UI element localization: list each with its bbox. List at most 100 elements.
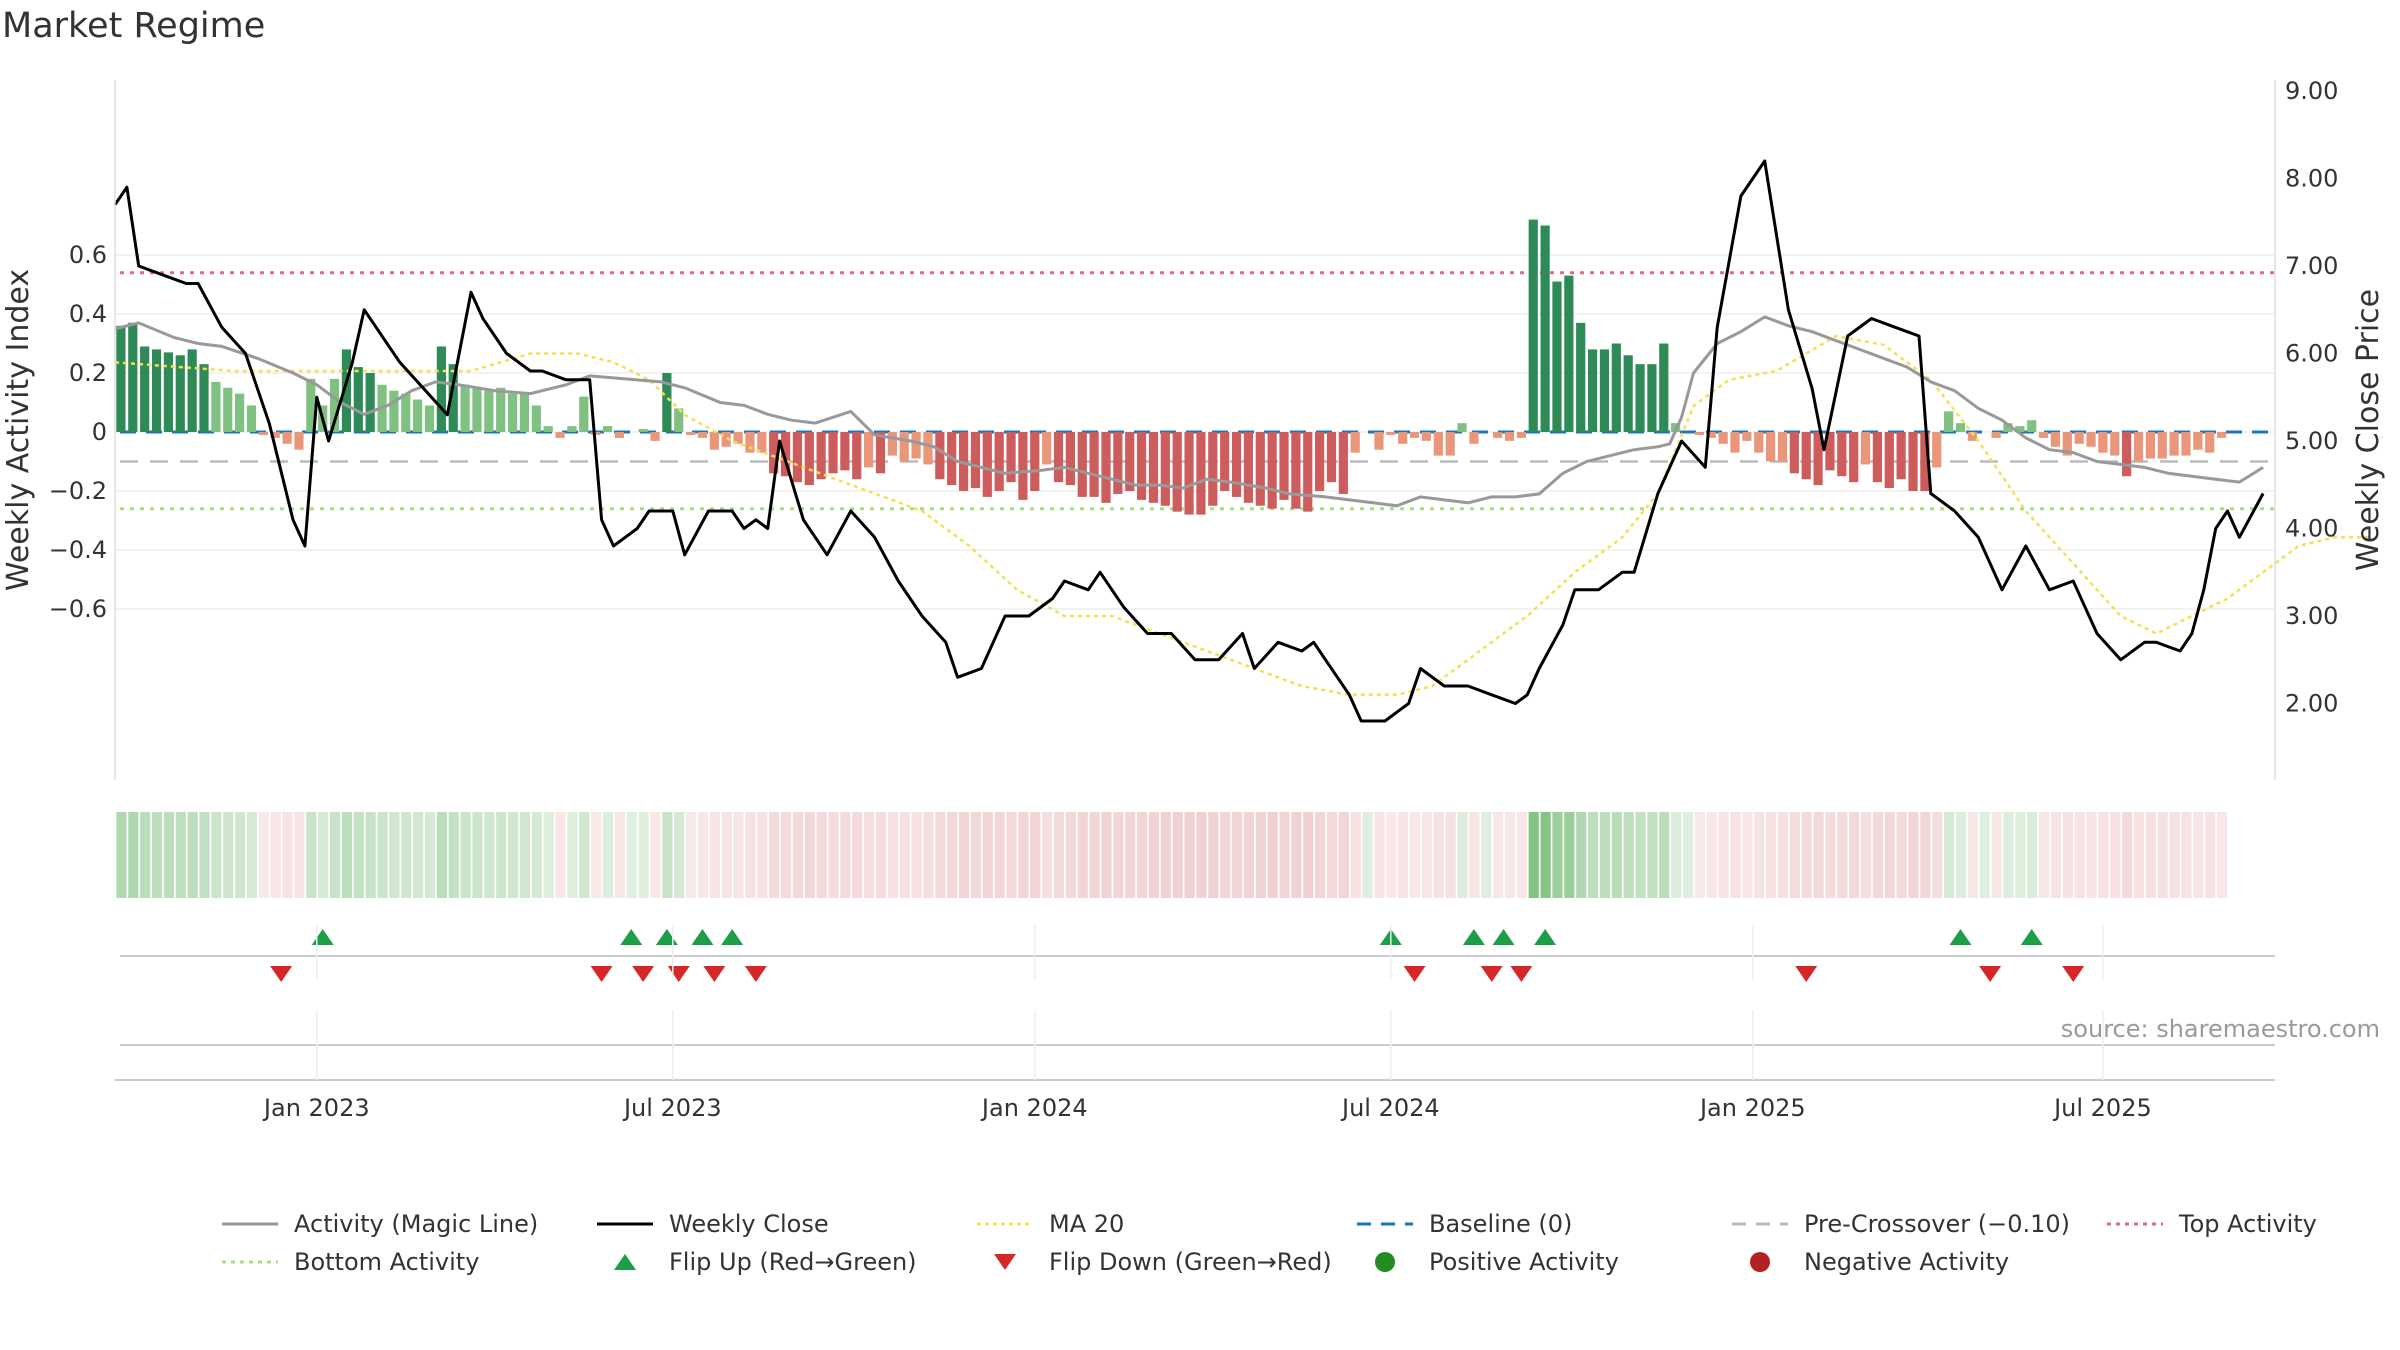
regime-strip-cell bbox=[1315, 812, 1326, 898]
activity-bar bbox=[1825, 432, 1835, 471]
regime-strip-cell bbox=[1445, 812, 1456, 898]
activity-bar bbox=[1350, 432, 1360, 453]
activity-bar bbox=[1872, 432, 1883, 483]
regime-strip-cell bbox=[1955, 812, 1967, 898]
activity-bar bbox=[757, 432, 767, 453]
legend-label: Flip Down (Green→Red) bbox=[1049, 1248, 1332, 1276]
activity-bar bbox=[602, 426, 613, 432]
legend-row: Activity (Magic Line) Weekly Close MA 20 Ba… bbox=[220, 1205, 2370, 1243]
regime-strip-cell bbox=[1766, 812, 1777, 898]
activity-bar bbox=[1991, 432, 2001, 438]
regime-strip-cell bbox=[329, 812, 341, 898]
activity-bar bbox=[1077, 432, 1087, 497]
activity-bar bbox=[1718, 432, 1728, 444]
regime-strip-cell bbox=[1920, 812, 1931, 898]
legend-label: Bottom Activity bbox=[294, 1248, 480, 1276]
activity-bar bbox=[674, 408, 684, 432]
activity-bar bbox=[686, 432, 696, 435]
flip-up-marker bbox=[691, 929, 714, 945]
regime-strip-cell bbox=[555, 812, 566, 898]
activity-bar bbox=[1125, 432, 1135, 491]
flip-up-marker bbox=[1462, 929, 1485, 945]
regime-strip-cell bbox=[591, 812, 602, 898]
regime-strip-cell bbox=[2193, 812, 2204, 898]
regime-strip-cell bbox=[1576, 812, 1587, 898]
activity-bar bbox=[1611, 343, 1621, 432]
y-left-tick-label: 0.4 bbox=[69, 300, 107, 328]
activity-bar bbox=[1706, 432, 1716, 438]
flip-down-marker bbox=[1510, 966, 1533, 982]
activity-bar bbox=[555, 432, 565, 438]
legend-label: MA 20 bbox=[1049, 1210, 1125, 1238]
regime-strip-cell bbox=[686, 812, 697, 898]
regime-strip-cell bbox=[1801, 812, 1812, 898]
regime-strip-cell bbox=[1730, 812, 1741, 898]
regime-strip-cell bbox=[745, 812, 756, 898]
activity-bar bbox=[1042, 432, 1052, 465]
regime-strip-cell bbox=[543, 812, 554, 898]
activity-bar bbox=[1540, 225, 1550, 432]
activity-bar bbox=[1849, 432, 1859, 483]
regime-strip-cell bbox=[1647, 812, 1658, 898]
activity-bar bbox=[2216, 432, 2227, 438]
regime-strip-cell bbox=[1896, 812, 1907, 898]
activity-bar bbox=[270, 432, 280, 438]
y-right-tick-label: 7.00 bbox=[2285, 252, 2338, 280]
regime-strip-cell bbox=[1113, 812, 1124, 898]
regime-strip-cell bbox=[721, 812, 732, 898]
x-tick-label: Jul 2023 bbox=[622, 1094, 722, 1122]
activity-bar bbox=[911, 432, 921, 459]
regime-strip-cell bbox=[2086, 812, 2097, 898]
activity-bar bbox=[1326, 432, 1337, 483]
activity-bar bbox=[353, 367, 363, 432]
activity-bar bbox=[1409, 432, 1420, 438]
regime-strip-cell bbox=[1837, 812, 1848, 898]
regime-strip-cell bbox=[294, 812, 305, 898]
regime-strip-cell bbox=[246, 812, 258, 898]
legend-item: MA 20 bbox=[975, 1205, 1355, 1243]
regime-strip-cell bbox=[1231, 812, 1243, 898]
y-right-tick-label: 4.00 bbox=[2285, 515, 2338, 543]
regime-strip-cell bbox=[436, 812, 447, 898]
flip-up-marker bbox=[655, 929, 678, 945]
activity-bar bbox=[780, 432, 791, 477]
regime-strip-cell bbox=[1528, 812, 1539, 898]
activity-bar bbox=[329, 378, 340, 432]
y-left-axis-label: Weekly Activity Index bbox=[1, 269, 36, 591]
flip-up-marker bbox=[1534, 929, 1557, 945]
regime-strip-cell bbox=[1587, 812, 1599, 898]
x-tick-label: Jul 2025 bbox=[2052, 1094, 2152, 1122]
regime-strip-cell bbox=[365, 812, 376, 898]
regime-strip-cell bbox=[852, 812, 863, 898]
legend-swatch bbox=[1375, 1252, 1395, 1272]
regime-strip-cell bbox=[235, 812, 246, 898]
legend-item: Negative Activity bbox=[1730, 1243, 2105, 1281]
activity-bar bbox=[2122, 432, 2132, 477]
legend-swatch bbox=[614, 1254, 636, 1270]
activity-bar bbox=[982, 432, 992, 497]
activity-bar bbox=[733, 432, 743, 444]
activity-bar bbox=[2074, 432, 2084, 444]
activity-bar bbox=[1528, 219, 1538, 432]
regime-strip-cell bbox=[282, 812, 293, 898]
activity-bar bbox=[235, 393, 245, 432]
legend-item: Top Activity bbox=[2105, 1205, 2355, 1243]
legend-swatch bbox=[222, 1260, 278, 1264]
regime-strip-cell bbox=[1611, 812, 1622, 898]
regime-strip-cell bbox=[116, 812, 127, 898]
regime-strip-cell bbox=[472, 812, 483, 898]
flip-down-marker bbox=[744, 966, 767, 982]
activity-bar bbox=[1303, 432, 1313, 512]
activity-bar bbox=[1801, 432, 1811, 480]
activity-bar bbox=[2157, 432, 2167, 459]
activity-bar bbox=[1291, 432, 1301, 509]
flip-down-marker bbox=[632, 966, 655, 982]
activity-bar bbox=[1267, 432, 1277, 509]
activity-bar bbox=[1777, 432, 1788, 462]
activity-bar bbox=[211, 381, 221, 432]
regime-strip-cell bbox=[2181, 812, 2192, 898]
activity-bar bbox=[1006, 432, 1016, 483]
activity-bar bbox=[1932, 432, 1942, 468]
activity-bar bbox=[448, 364, 458, 432]
regime-strip-cell bbox=[1754, 812, 1765, 898]
